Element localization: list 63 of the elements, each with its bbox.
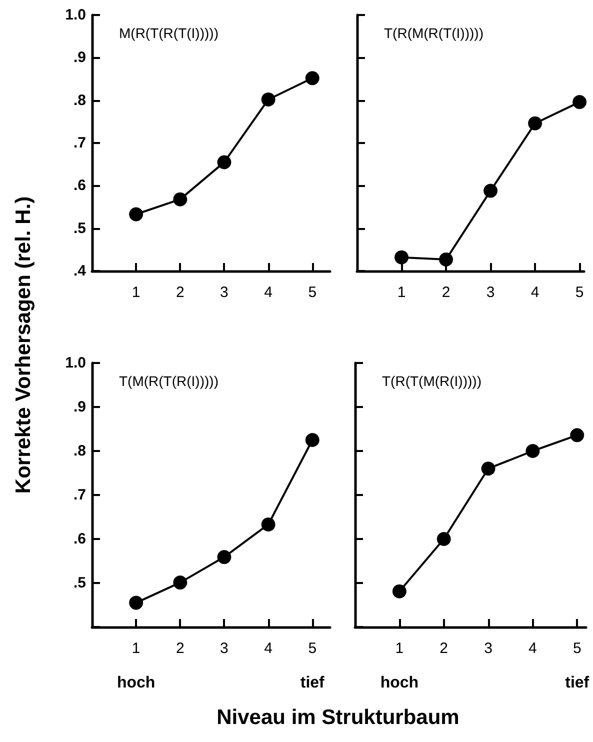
point [173,576,188,590]
y-tick-label: .6 [73,530,86,548]
y-tick-label: 1.0 [65,6,86,24]
point [526,444,540,458]
y-tick-label: .8 [73,442,86,460]
y-tick-label: .6 [73,177,86,194]
point [173,192,188,206]
x-tick-label: 2 [176,640,184,657]
point [129,596,144,610]
x-tick-label: 3 [486,284,495,301]
x-tick-label: 4 [264,284,272,301]
y-tick-label: .5 [73,220,86,237]
x-tick-label: 1 [397,284,406,301]
x-tick-label: 5 [572,640,582,657]
x-tick-label: 1 [132,284,140,301]
point [305,433,320,447]
x-tick-label: 4 [264,640,272,657]
point [392,584,406,598]
text: tief [300,674,326,692]
x-tick-label: 2 [442,284,450,301]
point [261,92,276,106]
y-tick-label: .8 [73,92,86,109]
x-tick-label: 5 [575,284,584,301]
x-tick-label: 1 [395,640,404,657]
x-axis-title: Niveau im Strukturbaum [216,706,460,730]
x-tick-label: 1 [132,640,140,657]
point [217,155,232,170]
point [129,207,144,222]
point [217,550,232,564]
text: hoch [116,674,156,692]
text: tief [565,674,590,692]
x-tick-label: 4 [530,284,540,301]
y-tick-label: 1.0 [65,354,86,372]
x-tick-label: 5 [308,640,317,657]
text: T(R(M(R(T(I))))) [384,25,484,41]
point [570,428,584,442]
point [261,517,276,532]
point [394,250,409,264]
point [481,462,496,476]
point [305,71,320,86]
y-tick-label: .7 [73,486,86,504]
x-tick-label: 5 [308,284,317,301]
point [572,95,587,110]
x-tick-label: 2 [440,640,448,657]
point [439,252,454,266]
point [484,184,498,198]
text: T(R(T(M(R(I))))) [382,373,482,389]
y-tick-label: .9 [73,398,86,416]
text: hoch [380,674,419,692]
point [528,116,542,130]
x-tick-label: 3 [484,640,492,657]
y-axis-title: Korrekte Vorhersagen (rel. H.) [12,196,36,494]
x-tick-label: 3 [220,284,228,301]
text: M(R(T(R(T(I))))) [119,25,218,41]
y-tick-label: .9 [73,49,86,66]
x-tick-label: 2 [176,284,184,301]
y-tick-label: .4 [73,262,87,280]
y-tick-label: .5 [73,574,86,592]
x-tick-label: 4 [528,640,537,657]
point [436,532,451,546]
text: T(M(R(T(R(I))))) [119,373,218,389]
x-tick-label: 3 [220,640,228,657]
y-tick-label: .7 [73,134,86,152]
